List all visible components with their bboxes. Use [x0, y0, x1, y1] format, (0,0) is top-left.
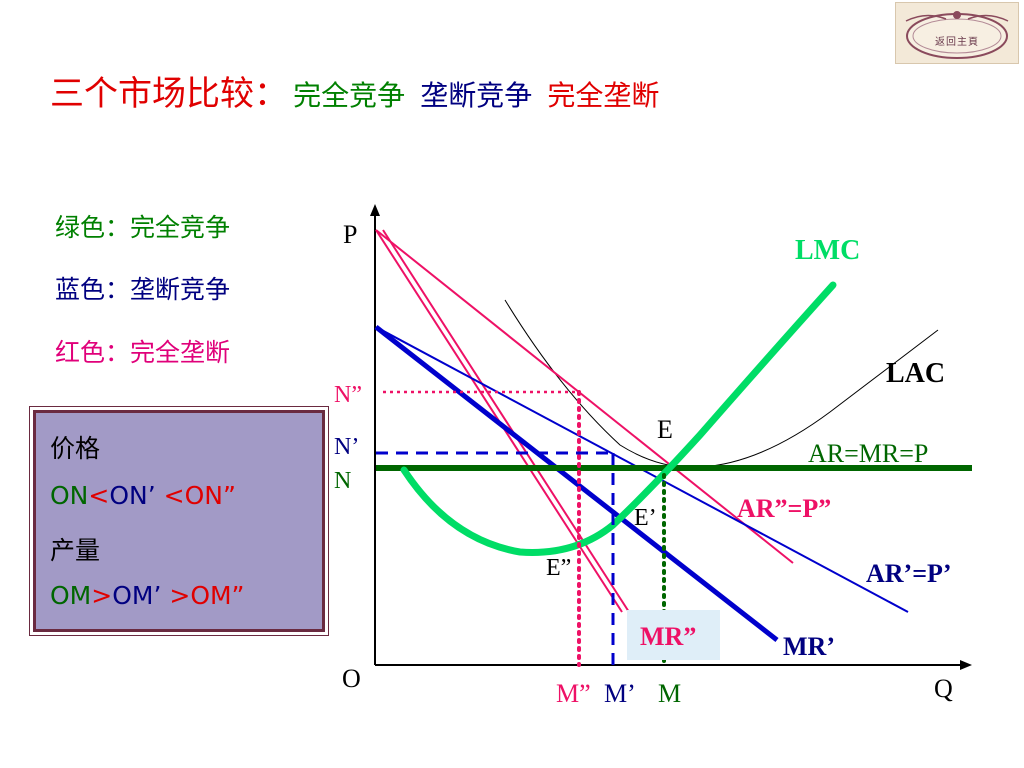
title-perfect-competition: 完全竞争	[293, 79, 406, 112]
label-lmc: LMC	[795, 235, 860, 266]
origin-label: O	[342, 664, 361, 693]
tick-n: N	[334, 468, 351, 494]
ar2-demand-line	[375, 229, 794, 564]
label-ar2: AR”=P”	[737, 494, 831, 523]
quantity-part: OM”	[190, 581, 245, 610]
legend-red: 红色：完全垄断	[55, 338, 231, 367]
axis-label-p: P	[343, 220, 357, 249]
tick-m2: M”	[556, 679, 591, 708]
label-ar-mr-p: AR=MR=P	[808, 439, 928, 468]
quantity-heading: 产量	[50, 536, 101, 565]
quantity-part: OM	[50, 581, 92, 610]
title-monopolistic-competition: 垄断竞争	[420, 79, 533, 112]
price-part: ON”	[184, 481, 236, 510]
page-title: 三个市场比较： 完全竞争 垄断竞争 完全垄断	[50, 66, 669, 115]
title-main: 三个市场比较：	[50, 74, 288, 114]
title-monopoly: 完全垄断	[547, 79, 660, 112]
axis-label-q: Q	[934, 674, 953, 703]
lmc-curve	[400, 281, 837, 556]
point-e1: E’	[634, 505, 657, 531]
point-e2: E”	[546, 555, 571, 581]
quantity-comparison: OM>OM’ >OM”	[50, 581, 245, 610]
ornament-frame-icon	[905, 11, 1009, 59]
p-axis-arrow-icon	[370, 204, 380, 216]
price-part: <	[155, 481, 185, 510]
label-ar1: AR’=P’	[866, 559, 952, 588]
legend-blue: 蓝色：垄断竞争	[55, 275, 231, 304]
point-e: E	[657, 415, 673, 444]
label-lac: LAC	[886, 358, 945, 389]
label-mr1: MR’	[783, 632, 835, 661]
price-heading: 价格	[50, 434, 101, 463]
mr2-line-b	[382, 229, 630, 613]
tick-n1: N’	[334, 434, 359, 460]
quantity-part: >	[161, 581, 191, 610]
tick-n2: N”	[334, 382, 362, 408]
label-mr2: MR”	[640, 622, 696, 651]
comparison-box: 价格 ON<ON’ <ON” 产量 OM>OM’ >OM”	[29, 406, 329, 636]
price-part: ON’	[109, 481, 156, 510]
q-axis-arrow-icon	[960, 660, 972, 670]
price-part: <	[88, 481, 110, 510]
tick-m: M	[658, 679, 681, 708]
mr1-line	[374, 325, 779, 642]
home-button-label: 返回主頁	[935, 37, 979, 48]
mr2-label-background	[627, 610, 720, 660]
tick-m1: M’	[604, 679, 636, 708]
price-comparison: ON<ON’ <ON”	[50, 481, 236, 510]
quantity-part: >	[91, 581, 113, 610]
home-button[interactable]: 返回主頁	[895, 2, 1019, 64]
legend-green: 绿色：完全竞争	[55, 213, 231, 242]
quantity-part: OM’	[112, 581, 162, 610]
price-part: ON	[50, 481, 89, 510]
